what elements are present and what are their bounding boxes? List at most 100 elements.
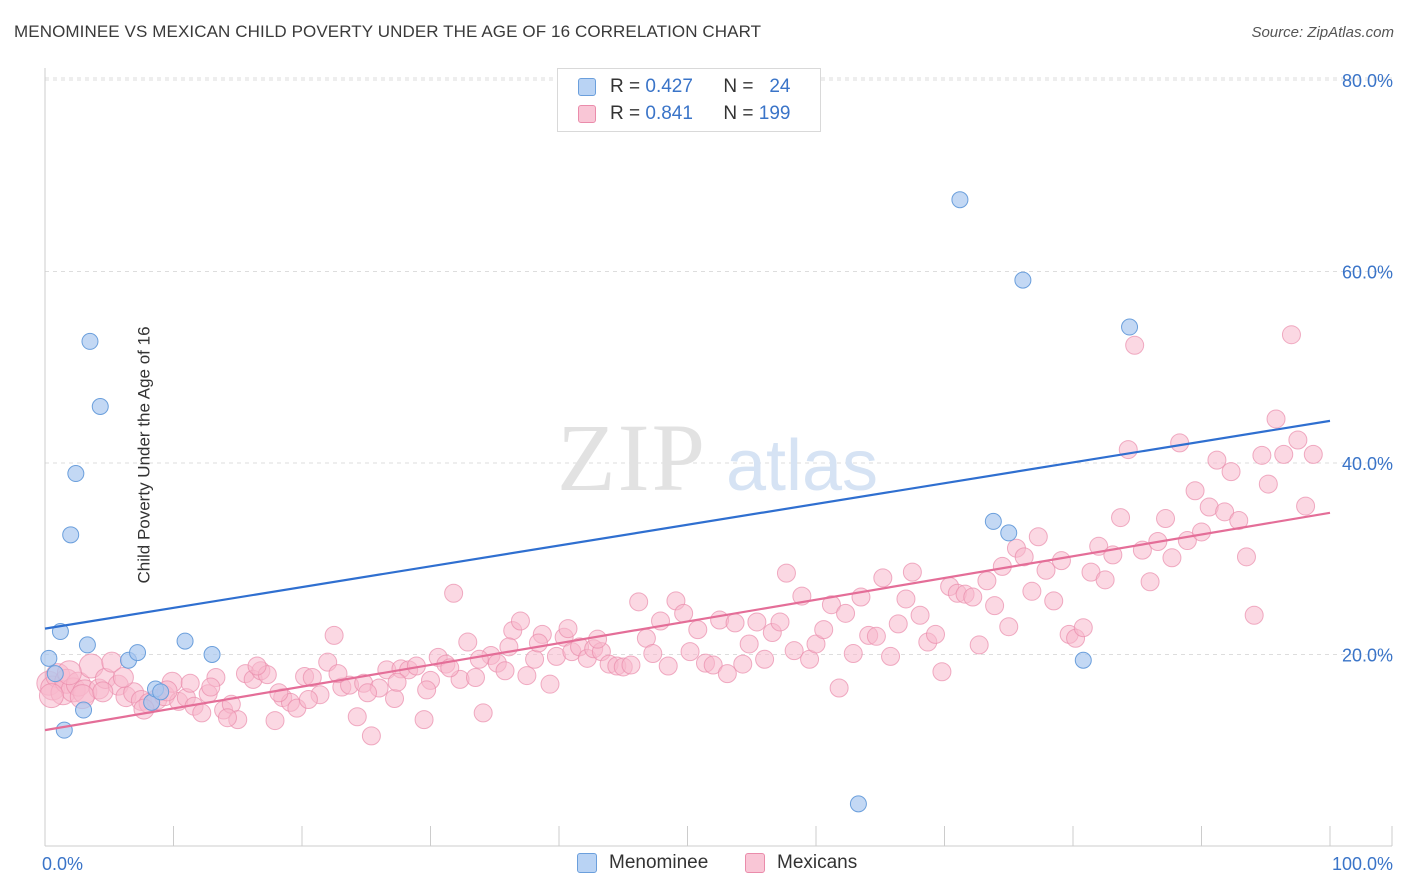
mexicans-point-61 [473,703,493,723]
correlation-legend: R = 0.427 N = 24 R = 0.841 N = 199 [557,68,821,132]
mexicans-point-93 [710,610,730,630]
mexicans-point-190 [417,680,437,700]
mexicans-point-86 [658,656,678,676]
legend-item-mexicans: Mexicans [745,852,857,874]
menominee-point-0 [40,649,58,667]
mexicans-point-123 [932,662,952,682]
mexicans-point-130 [985,596,1005,616]
mexicans-point-155 [1170,433,1190,453]
mexicans-point-195 [558,619,578,639]
mexicans-point-149 [1125,335,1145,355]
mexicans-point-192 [469,649,489,669]
mexicans-point-194 [528,633,548,653]
menominee-point-6 [75,701,93,719]
menominee-point-16 [203,646,221,663]
watermark: ZIP atlas [557,404,878,511]
mexicans-point-127 [963,587,983,607]
menominee-point-5 [67,465,85,483]
mexicans-point-164 [1236,547,1256,567]
mexicans-points [36,325,1323,746]
legend-row-mexicans: R = 0.841 N = 199 [578,101,790,127]
mexicans-point-185 [269,683,289,703]
mexicans-point-129 [977,571,997,591]
mexicans-point-132 [999,617,1019,637]
menominee-point-7 [78,636,96,654]
mexicans-point-117 [888,614,908,634]
mexicans-legend-label: Mexicans [777,852,858,873]
mexicans-point-182 [201,677,221,697]
mexicans-point-178 [112,666,134,688]
menominee-point-1 [46,665,64,683]
mexicans-point-103 [784,641,804,661]
menominee-r-value: 0.427 [645,76,693,97]
mexicans-point-67 [517,666,537,686]
mexicans-point-137 [1036,560,1056,580]
mexicans-point-187 [328,664,348,684]
mexicans-point-135 [1022,581,1042,601]
mexicans-point-107 [814,620,834,640]
mexicans-point-162 [1221,462,1241,482]
mexicans-point-145 [1095,570,1115,590]
mexicans-point-84 [643,644,663,664]
mexicans-point-110 [836,603,856,623]
x-tick-label-end: 100.0% [1332,854,1393,874]
menominee-point-18 [951,191,969,209]
menominee-point-22 [1074,651,1092,669]
mexicans-point-88 [674,603,694,623]
mexicans-point-158 [1192,522,1211,542]
mexicans-point-177 [92,681,114,703]
mexicans-point-89 [680,642,700,662]
menominee-point-15 [176,632,194,650]
mexicans-point-108 [821,595,841,615]
mexicans-point-115 [873,568,893,588]
y-tick-label-20: 20.0% [1342,646,1393,666]
mexicans-point-134 [1014,547,1034,567]
menominee-point-3 [55,721,73,739]
mexicans-point-148 [1118,440,1138,460]
mexicans-point-173 [1303,444,1323,464]
mexicans-point-59 [458,632,478,652]
menominee-legend-label: Menominee [609,852,709,873]
mexicans-point-96 [733,654,753,674]
axes [44,68,1393,847]
mexicans-point-90 [688,620,708,640]
mexicans-trend-line [44,511,1331,732]
menominee-n-value: 24 [769,76,791,97]
y-tick-label-60: 60.0% [1342,263,1393,283]
mexicans-n-label: N = [723,103,754,124]
menominee-point-8 [81,332,99,350]
mexicans-point-92 [703,655,723,675]
mexicans-point-160 [1207,450,1227,470]
menominee-point-21 [1014,271,1032,289]
menominee-point-17 [849,795,867,813]
mexicans-point-53 [414,710,434,730]
mexicans-point-157 [1185,481,1205,501]
mexicans-point-44 [347,707,367,727]
mexicans-point-184 [247,656,267,676]
mexicans-point-81 [621,655,641,675]
mexicans-point-64 [495,661,515,681]
mexicans-point-116 [881,646,901,666]
menominee-r-label: R = [610,76,641,97]
grid-lines [45,77,1392,655]
mexicans-point-109 [829,678,849,698]
mexicans-point-181 [180,673,200,693]
menominee-point-23 [1121,318,1139,336]
mexicans-point-188 [358,683,378,703]
menominee-point-14 [152,683,170,701]
mexicans-point-82 [629,592,649,612]
tick-labels: 20.0% 40.0% 60.0% 80.0% 0.0% 100.0% [42,71,1393,874]
mexicans-point-153 [1156,509,1176,529]
mexicans-point-102 [776,563,796,583]
mexicans-point-167 [1258,474,1278,494]
menominee-points [40,191,1139,813]
source-label: Source: ZipAtlas.com [1251,24,1394,41]
mexicans-swatch [578,105,596,123]
mexicans-point-136 [1028,527,1048,547]
legend-item-menominee: Menominee [577,852,708,874]
watermark-atlas: atlas [726,426,878,506]
mexicans-point-68 [525,649,545,669]
mexicans-point-183 [217,708,237,728]
mexicans-point-172 [1296,496,1316,516]
